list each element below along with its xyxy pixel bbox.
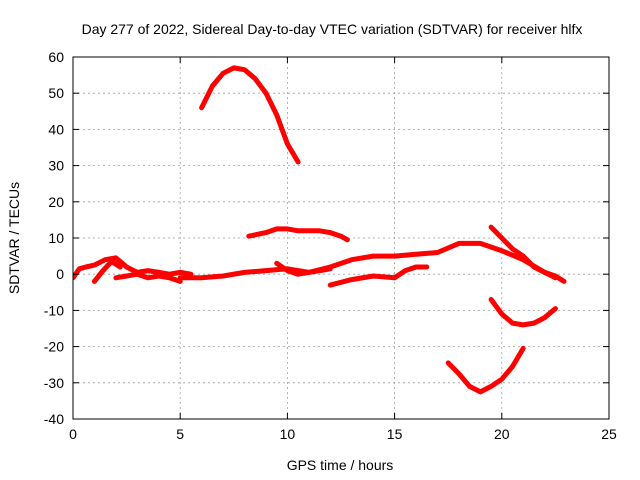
series-line-arc-upper-mid xyxy=(246,226,350,243)
y-tick-label: -40 xyxy=(44,411,64,427)
x-tick-label: 5 xyxy=(176,426,184,442)
chart-title: Day 277 of 2022, Sidereal Day-to-day VTE… xyxy=(82,21,583,37)
y-tick-label: -10 xyxy=(44,302,64,318)
series-line-arc-mid-dip xyxy=(488,297,558,328)
x-tick-label: 20 xyxy=(494,426,510,442)
series-line-arc-short-lines xyxy=(113,271,183,284)
y-tick-label: 0 xyxy=(56,266,64,282)
y-tick-label: 10 xyxy=(48,230,64,246)
y-tick-label: 20 xyxy=(48,194,64,210)
ticks: 0 5 10 15 20 25 -40 -30 -20 -10 0 10 20 30 40 50 60 xyxy=(44,49,617,442)
x-tick-label: 25 xyxy=(601,426,617,442)
series-line-arc-lower-mid xyxy=(327,264,430,288)
y-tick-label: -20 xyxy=(44,339,64,355)
grid xyxy=(73,57,609,419)
y-tick-label: 50 xyxy=(48,85,64,101)
plot-area xyxy=(73,65,567,395)
y-tick-label: 60 xyxy=(48,49,64,65)
y-axis-label: SDTVAR / TECUs xyxy=(6,182,22,294)
y-tick-label: -30 xyxy=(44,375,64,391)
x-axis-label: GPS time / hours xyxy=(287,457,394,473)
x-tick-label: 0 xyxy=(69,426,77,442)
x-tick-label: 10 xyxy=(280,426,296,442)
series-group xyxy=(73,65,567,395)
y-tick-label: 40 xyxy=(48,121,64,137)
series-line-arc-baseline-early xyxy=(73,255,194,281)
x-tick-label: 15 xyxy=(387,426,403,442)
series-line-arc-late-small-a xyxy=(91,259,123,284)
series-line-arc-mid-pieces xyxy=(274,260,333,277)
series-line-arc-baseline-long xyxy=(177,240,558,281)
series-line-arc-deep-dip xyxy=(445,345,526,395)
y-tick-label: 30 xyxy=(48,158,64,174)
series-line-arc-high-peak xyxy=(199,65,301,165)
series-line-arc-late-descending xyxy=(488,224,567,284)
